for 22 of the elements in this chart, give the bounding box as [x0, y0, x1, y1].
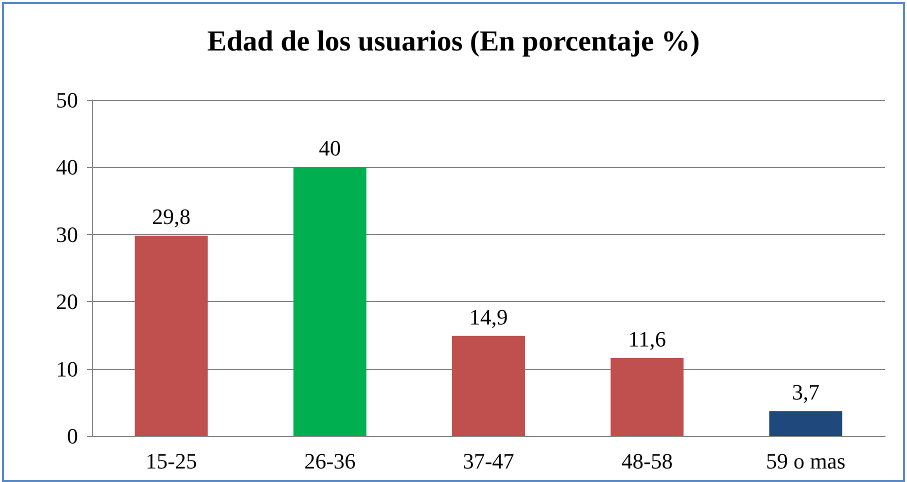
y-tick-label: 20 [56, 289, 78, 314]
y-tick-label: 40 [56, 154, 78, 180]
y-tick-label: 0 [67, 424, 78, 448]
data-label: 11,6 [628, 326, 666, 352]
y-tick-label: 50 [56, 88, 78, 112]
bar [452, 336, 525, 436]
chart-title: Edad de los usuarios (En porcentaje %) [207, 26, 700, 58]
x-tick-label: 59 o mas [766, 448, 846, 474]
y-tick-label: 30 [56, 222, 78, 247]
bar [769, 411, 842, 436]
bar [134, 236, 208, 436]
x-tick-label: 48-58 [621, 448, 673, 474]
y-tick-label: 10 [56, 356, 78, 382]
data-label: 40 [318, 136, 341, 161]
bar [610, 358, 684, 436]
data-label: 3,7 [792, 380, 820, 405]
x-tick-label: 26-36 [304, 448, 356, 474]
bar [293, 167, 366, 436]
data-label: 14,9 [469, 304, 508, 330]
data-label: 29,8 [152, 204, 191, 230]
x-tick-label: 15-25 [146, 448, 197, 474]
x-tick-label: 37-47 [462, 448, 514, 474]
